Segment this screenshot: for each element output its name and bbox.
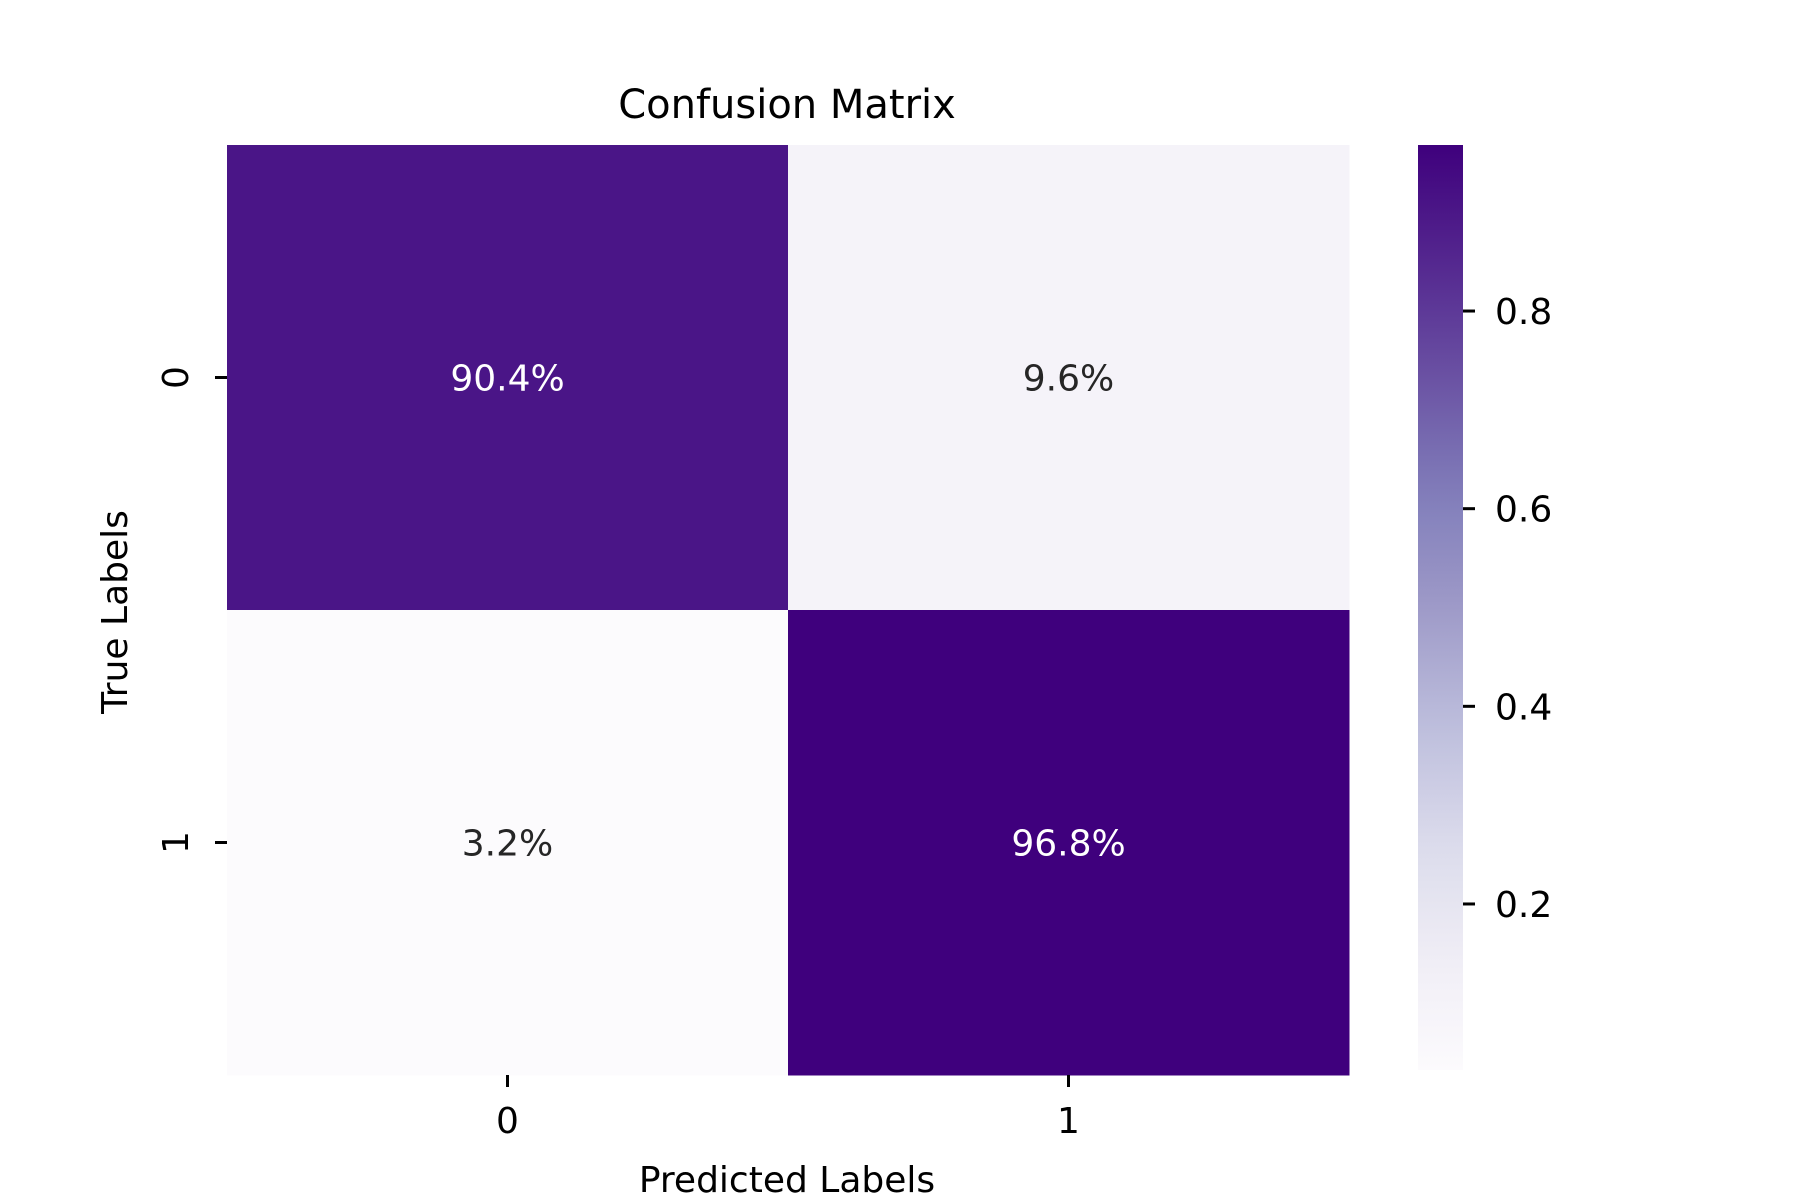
heatmap-cell-0-0 bbox=[227, 145, 789, 611]
y-axis-label: True Labels bbox=[95, 510, 136, 715]
cell-label-1-0: 3.2% bbox=[462, 824, 553, 865]
heatmap-cells bbox=[227, 145, 1350, 1076]
heatmap-cell-1-1 bbox=[788, 610, 1350, 1076]
colorbar-tick-label-3: 0.8 bbox=[1495, 292, 1552, 333]
cell-label-1-1: 96.8% bbox=[1011, 824, 1125, 865]
x-tick-label-1: 1 bbox=[1057, 1101, 1080, 1142]
heatmap-cell-labels: 90.4% 9.6% 3.2% 96.8% bbox=[450, 359, 1125, 865]
colorbar bbox=[1418, 145, 1463, 1070]
chart-title: Confusion Matrix bbox=[618, 82, 956, 128]
heatmap-cell-1-0 bbox=[227, 610, 789, 1076]
colorbar-ticks: 0.2 0.4 0.6 0.8 bbox=[1463, 292, 1552, 926]
x-tick-label-0: 0 bbox=[496, 1101, 519, 1142]
cell-label-0-0: 90.4% bbox=[450, 359, 564, 400]
colorbar-tick-label-2: 0.6 bbox=[1495, 490, 1552, 531]
colorbar-tick-label-0: 0.2 bbox=[1495, 885, 1552, 926]
colorbar-tick-label-1: 0.4 bbox=[1495, 687, 1552, 728]
y-tick-label-0: 0 bbox=[156, 366, 197, 389]
cell-label-0-1: 9.6% bbox=[1023, 359, 1114, 400]
heatmap-cell-0-1 bbox=[788, 145, 1350, 611]
x-axis-label: Predicted Labels bbox=[639, 1160, 935, 1200]
y-tick-label-1: 1 bbox=[156, 831, 197, 854]
y-axis-ticks: 01 bbox=[156, 366, 227, 854]
